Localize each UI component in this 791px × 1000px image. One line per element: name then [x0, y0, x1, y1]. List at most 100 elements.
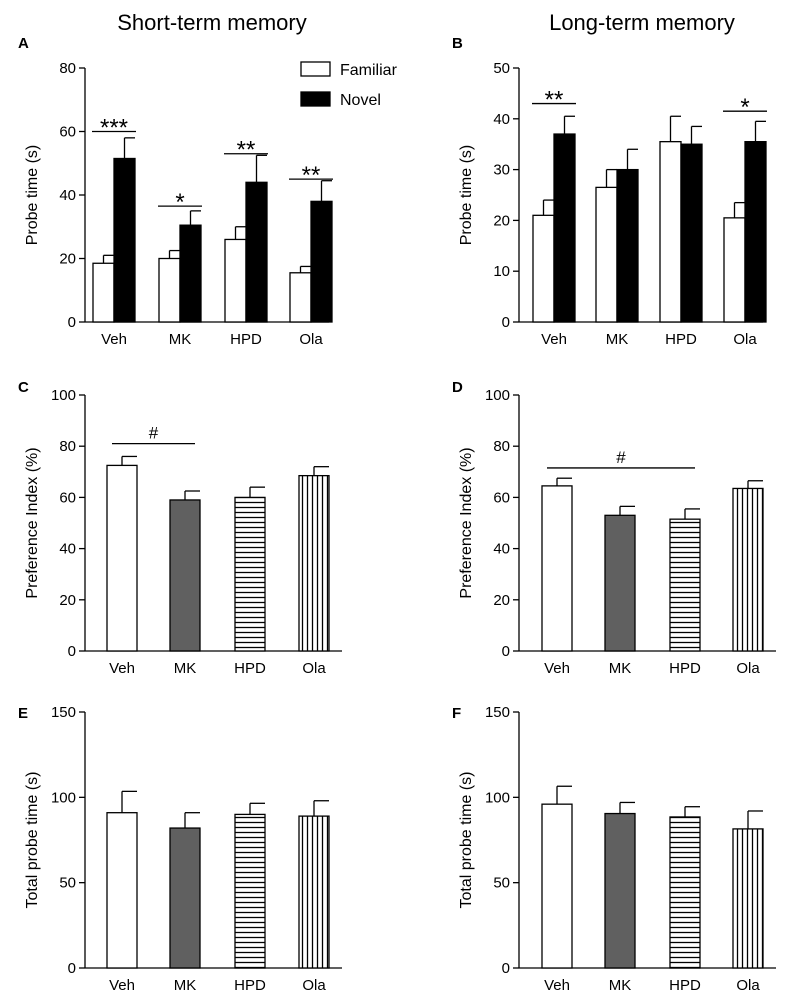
bar-novel — [616, 168, 639, 323]
bar — [604, 812, 636, 969]
panel-d: D 0 20 40 60 80 100 Preference Index (%) Veh MK HP… — [452, 379, 776, 677]
y-tick-label: 0 — [502, 643, 510, 660]
y-axis-label: Probe time (s) — [458, 145, 475, 245]
y-tick-label: 40 — [493, 111, 510, 128]
significance-stars: ** — [237, 137, 256, 164]
bar-novel — [310, 200, 333, 323]
bar-familiar — [659, 141, 682, 323]
bar — [298, 815, 330, 969]
y-tick-label: 80 — [493, 438, 510, 455]
y-axis-label: Preference Index (%) — [24, 447, 41, 598]
panel-letter: A — [18, 35, 29, 52]
y-tick-label: 80 — [59, 60, 76, 77]
bar-familiar — [532, 214, 555, 323]
x-tick-label: MK — [174, 977, 197, 994]
bar — [169, 827, 201, 969]
panel-f: F 0 50 100 150 Total probe time (s) Veh MK HPD Ol… — [452, 704, 776, 994]
y-axis-label: Probe time (s) — [24, 145, 41, 245]
y-tick-label: 20 — [59, 251, 76, 268]
bar-novel — [113, 157, 136, 323]
x-tick-label: Ola — [736, 660, 760, 677]
significance-stars: * — [175, 189, 184, 216]
y-axis-label: Preference Index (%) — [458, 447, 475, 598]
x-tick-label: Ola — [736, 977, 760, 994]
bar-familiar — [289, 272, 312, 323]
bar-familiar — [723, 217, 746, 323]
bar-familiar — [92, 262, 115, 323]
bar — [541, 803, 573, 969]
x-tick-label: MK — [606, 331, 629, 348]
bar-novel — [553, 133, 576, 323]
y-axis-label: Total probe time (s) — [24, 772, 41, 909]
legend-novel-label: Novel — [340, 92, 381, 109]
comparison-marker: # — [149, 424, 159, 443]
bar-novel — [245, 181, 268, 323]
y-tick-label: 150 — [51, 704, 76, 721]
x-tick-label: Veh — [109, 977, 135, 994]
x-tick-label: HPD — [234, 977, 266, 994]
y-tick-label: 100 — [485, 789, 510, 806]
y-tick-label: 0 — [502, 960, 510, 977]
legend-familiar-label: Familiar — [340, 62, 398, 79]
y-tick-label: 0 — [68, 960, 76, 977]
x-tick-label: MK — [609, 977, 632, 994]
x-tick-label: MK — [609, 660, 632, 677]
y-tick-label: 40 — [59, 187, 76, 204]
significance-stars: * — [740, 94, 749, 121]
panel-letter: E — [18, 705, 28, 722]
x-tick-label: Veh — [109, 660, 135, 677]
y-tick-label: 80 — [59, 438, 76, 455]
y-tick-label: 50 — [493, 60, 510, 77]
x-tick-label: Veh — [541, 331, 567, 348]
bar — [732, 828, 764, 969]
significance-stars: ** — [545, 87, 564, 114]
x-tick-label: Ola — [302, 660, 326, 677]
bar-familiar — [595, 186, 618, 323]
significance-stars: *** — [100, 115, 128, 142]
y-tick-label: 60 — [493, 489, 510, 506]
legend-novel-swatch — [300, 91, 331, 107]
y-tick-label: 20 — [59, 592, 76, 609]
bar — [541, 485, 573, 652]
bar-familiar — [224, 238, 247, 323]
bar — [106, 464, 138, 652]
y-tick-label: 20 — [493, 212, 510, 229]
bar — [298, 474, 330, 652]
title-short-term-memory: Short-term memory — [117, 10, 306, 35]
bar — [169, 499, 201, 652]
y-tick-label: 100 — [51, 789, 76, 806]
bar-novel — [179, 224, 202, 323]
y-axis-label: Total probe time (s) — [458, 772, 475, 909]
x-tick-label: Ola — [302, 977, 326, 994]
title-long-term-memory: Long-term memory — [549, 10, 735, 35]
x-tick-label: Veh — [101, 331, 127, 348]
x-tick-label: HPD — [669, 660, 701, 677]
x-tick-label: Veh — [544, 977, 570, 994]
y-tick-label: 60 — [59, 489, 76, 506]
y-tick-label: 60 — [59, 124, 76, 141]
x-tick-label: MK — [174, 660, 197, 677]
y-tick-label: 40 — [493, 541, 510, 558]
y-tick-label: 0 — [502, 314, 510, 331]
x-tick-label: MK — [169, 331, 192, 348]
y-tick-label: 40 — [59, 541, 76, 558]
bar-familiar — [158, 257, 181, 323]
y-tick-label: 20 — [493, 592, 510, 609]
panel-letter: C — [18, 379, 29, 396]
panel-letter: B — [452, 35, 463, 52]
y-tick-label: 0 — [68, 314, 76, 331]
legend: Familiar Novel — [300, 61, 398, 109]
y-tick-label: 50 — [493, 875, 510, 892]
x-tick-label: Ola — [733, 331, 757, 348]
bar-novel — [680, 143, 703, 323]
bar-novel — [744, 141, 767, 323]
significance-stars: ** — [302, 162, 321, 189]
y-tick-label: 100 — [485, 387, 510, 404]
bar — [234, 813, 266, 969]
bar — [669, 816, 701, 969]
y-tick-label: 30 — [493, 162, 510, 179]
y-tick-label: 0 — [68, 643, 76, 660]
